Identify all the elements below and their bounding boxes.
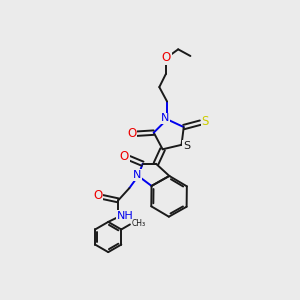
Text: O: O [127, 127, 136, 140]
Text: O: O [93, 189, 102, 202]
Text: CH₃: CH₃ [132, 219, 146, 228]
Text: S: S [202, 115, 209, 128]
Text: S: S [183, 141, 190, 151]
Text: N: N [133, 170, 141, 180]
Text: O: O [162, 51, 171, 64]
Text: N: N [161, 113, 170, 123]
Text: NH: NH [116, 211, 133, 221]
Text: O: O [120, 150, 129, 163]
